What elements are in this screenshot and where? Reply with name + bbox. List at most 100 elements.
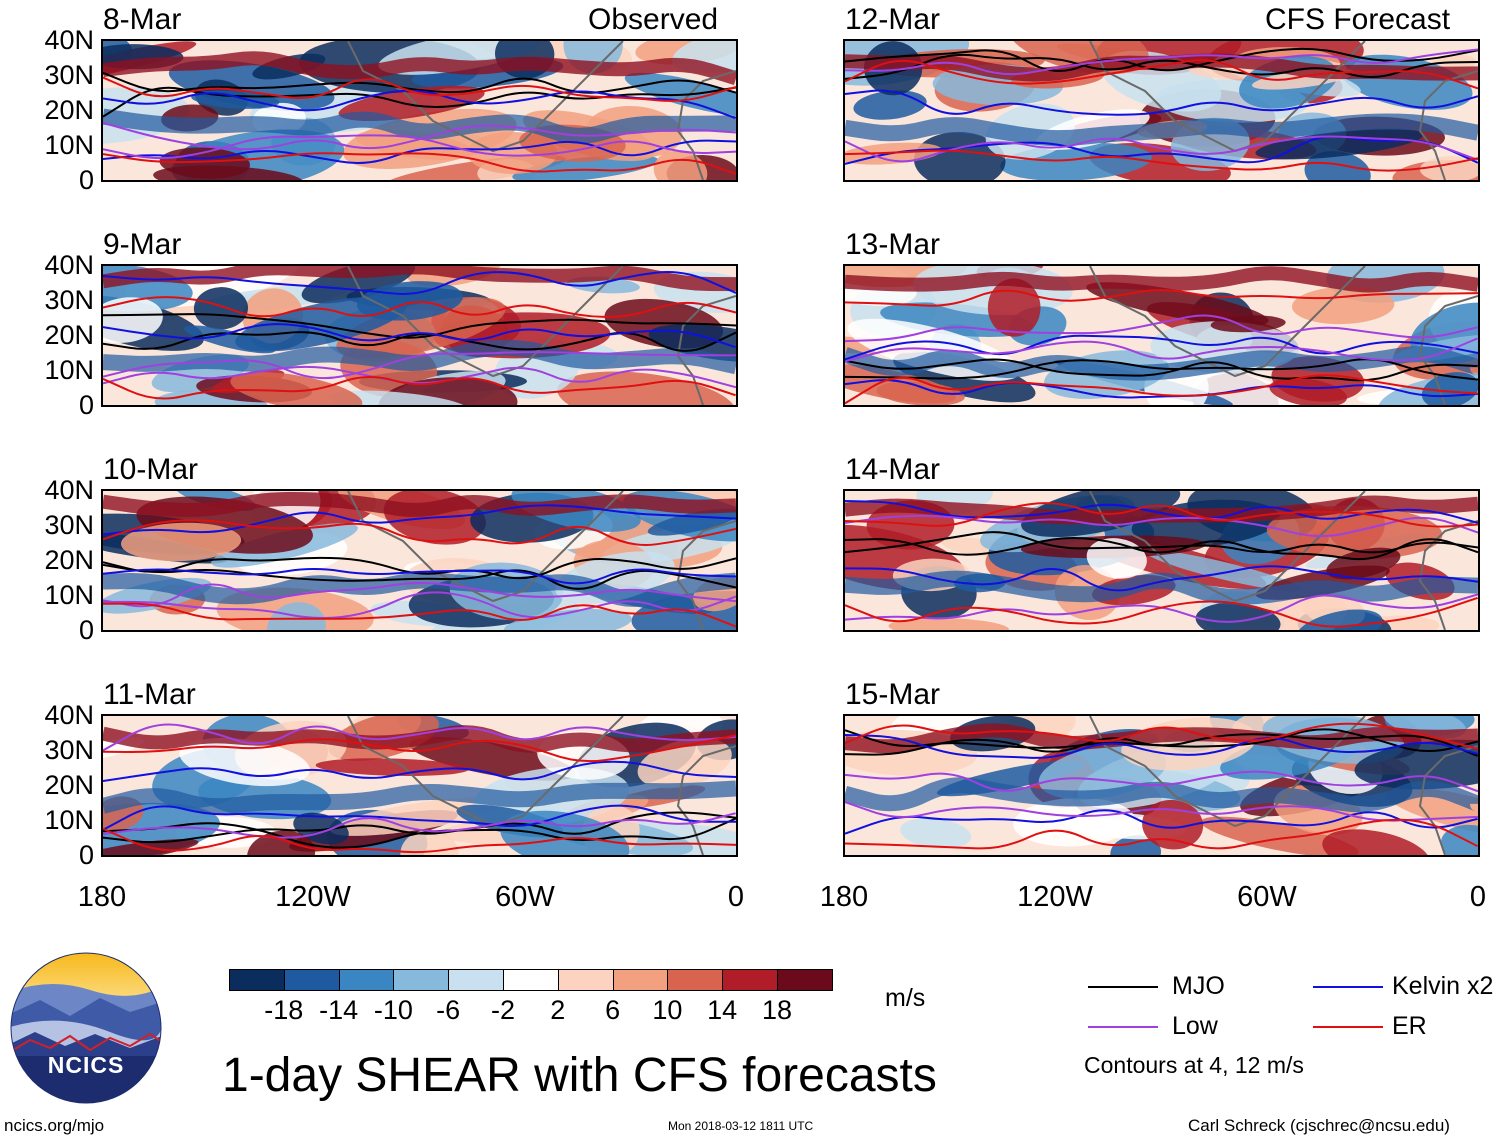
contour-mjo <box>845 358 1478 382</box>
shear-blob <box>356 281 463 321</box>
contour-low <box>845 770 1478 793</box>
x-tick-0-left: 0 <box>727 881 745 913</box>
contour-er <box>845 59 1478 90</box>
forecast-label: CFS Forecast <box>1265 3 1451 36</box>
colorbar-tick-label: -18 <box>264 995 304 1025</box>
panel-title-8mar: 8-Mar <box>103 3 182 36</box>
y-tick-label: 20N <box>44 95 94 125</box>
colorbar-swatch <box>283 969 340 991</box>
contour-kelvin-x2 <box>845 565 1478 592</box>
colorbar-swatch <box>448 969 504 991</box>
contour-note: Contours at 4, 12 m/s <box>1084 1052 1304 1078</box>
colorbar-swatch <box>557 969 614 991</box>
x-tick-120w-right: 120W <box>1017 881 1093 913</box>
shear-map <box>845 41 1478 180</box>
shear-blob <box>1354 739 1478 790</box>
contour-er <box>103 152 736 175</box>
contour-mjo <box>103 331 736 352</box>
y-tick-label: 30N <box>44 285 94 315</box>
shear-blob <box>512 154 659 180</box>
shear-blob <box>193 287 249 330</box>
colorbar-swatch <box>338 969 395 991</box>
legend-line-er <box>1313 1026 1383 1028</box>
colorbar-tick-label: -14 <box>319 995 359 1025</box>
contour-kelvin-x2 <box>845 500 1478 524</box>
contour-mjo <box>103 556 736 580</box>
panel-title-9mar: 9-Mar <box>103 228 182 261</box>
contour-er <box>845 596 1478 628</box>
shear-blob <box>1200 816 1359 855</box>
contour-kelvin-x2 <box>845 334 1478 361</box>
contour-mjo <box>845 728 1478 752</box>
x-tick-0-right: 0 <box>1469 881 1487 913</box>
contour-kelvin-x2 <box>103 760 736 782</box>
shear-band <box>845 266 1478 293</box>
colorbar-tick-label: 18 <box>761 995 793 1025</box>
shear-blob <box>672 41 736 74</box>
contour-er <box>103 76 736 102</box>
contour-low <box>103 351 736 380</box>
shear-blob <box>103 839 199 855</box>
contour-kelvin-x2 <box>103 323 736 349</box>
contour-kelvin-x2 <box>845 809 1478 835</box>
shear-band <box>103 339 736 375</box>
shear-map <box>103 41 736 180</box>
colorbar-tick-label: 10 <box>652 995 683 1025</box>
legend-line-kelvin <box>1313 986 1383 988</box>
map-panel-8mar <box>101 39 738 182</box>
main-title: 1-day SHEAR with CFS forecasts <box>222 1049 937 1102</box>
y-tick-label: 10N <box>44 355 94 385</box>
contour-er <box>845 502 1478 528</box>
contour-kelvin-x2 <box>103 271 736 295</box>
contour-er <box>845 818 1478 850</box>
contour-kelvin-x2 <box>103 804 736 831</box>
shear-band <box>103 572 736 607</box>
shear-band <box>845 346 1478 381</box>
shear-blob <box>336 296 506 359</box>
contour-low <box>103 591 736 619</box>
shear-blob <box>1255 128 1424 160</box>
contour-mjo <box>103 313 736 339</box>
coastline <box>1089 491 1366 603</box>
footer-credit: Carl Schreck (cjschrec@ncsu.edu) <box>1188 1116 1450 1135</box>
contour-low <box>845 514 1478 538</box>
y-tick-label: 40N <box>44 25 94 55</box>
coastline <box>676 70 736 180</box>
contour-er <box>103 827 736 854</box>
coastline <box>347 266 624 378</box>
shear-band <box>845 495 1478 525</box>
footer-url[interactable]: ncics.org/mjo <box>4 1116 105 1135</box>
y-tick-label: 20N <box>44 545 94 575</box>
colorbar-swatch <box>777 969 833 991</box>
contour-mjo <box>845 358 1478 381</box>
legend-line-mjo <box>1088 986 1158 988</box>
contour-kelvin-x2 <box>103 139 736 164</box>
contour-er <box>103 519 736 546</box>
legend-label-kelvin: Kelvin x2 <box>1392 972 1494 1000</box>
shear-blob <box>1322 829 1431 855</box>
contour-er <box>845 374 1478 405</box>
contour-er <box>845 722 1478 750</box>
y-tick-label: 30N <box>44 60 94 90</box>
contour-er <box>845 149 1478 172</box>
colorbar-swatch <box>612 969 669 991</box>
panel-title-11mar: 11-Mar <box>103 678 196 711</box>
contour-low <box>103 723 736 752</box>
colorbar-swatch <box>503 969 559 991</box>
map-panel-12mar <box>843 39 1480 182</box>
coastline <box>1418 745 1478 855</box>
map-panel-11mar <box>101 714 738 857</box>
x-tick-60w-left: 60W <box>495 881 555 913</box>
shear-blob <box>853 90 927 120</box>
y-tick-label: 40N <box>44 700 94 730</box>
shear-band <box>845 777 1478 813</box>
shear-blob <box>647 508 736 536</box>
coastline <box>676 520 736 630</box>
ncics-logo: NCICS <box>10 952 162 1104</box>
shear-band <box>845 723 1478 754</box>
contour-mjo <box>845 531 1478 554</box>
y-tick-label: 40N <box>44 475 94 505</box>
contour-er <box>103 376 736 400</box>
coastline <box>1418 295 1478 405</box>
coastline <box>676 745 736 855</box>
